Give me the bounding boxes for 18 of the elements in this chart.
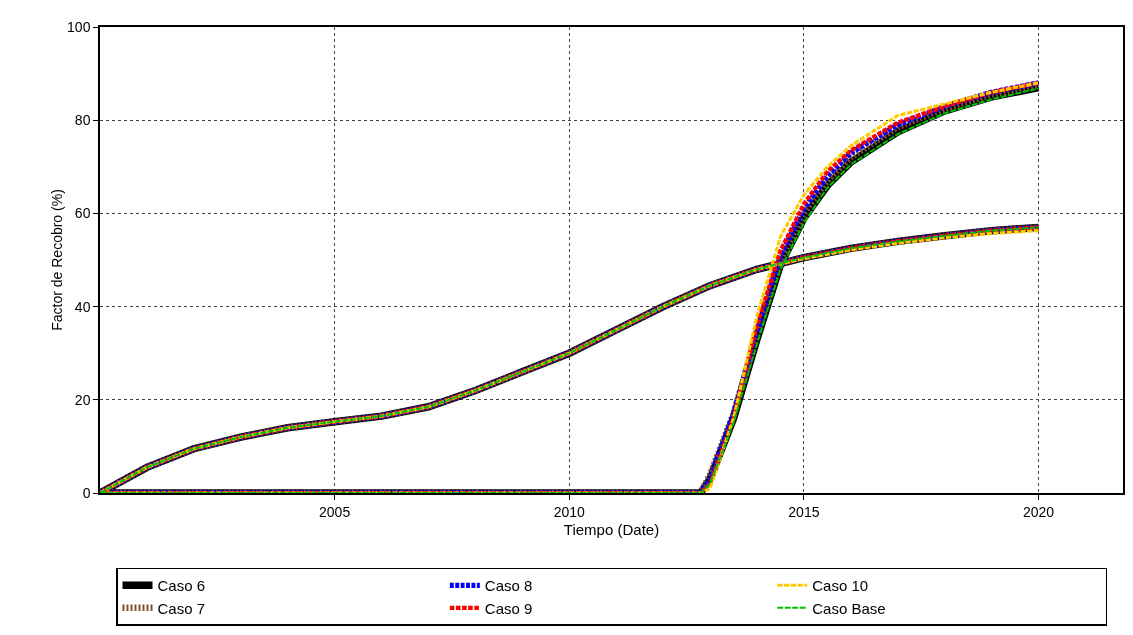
x-axis-title: Tiempo (Date) (563, 521, 660, 539)
y-tick-label: 60 (74, 205, 91, 222)
y-tick-label: 0 (82, 484, 91, 501)
legend-label: Caso 7 (157, 599, 206, 617)
x-tick-label: 2015 (788, 503, 820, 520)
y-tick-label: 80 (74, 112, 91, 129)
x-tick-label: 2020 (1022, 503, 1055, 520)
y-tick-label: 40 (74, 298, 91, 315)
legend-label: Caso 10 (812, 577, 869, 595)
x-tick-label: 2010 (553, 503, 586, 520)
legend-label: Caso 9 (484, 599, 533, 617)
y-tick-label: 100 (67, 18, 91, 35)
y-axis-title: Factor de Recobro (%) (48, 189, 65, 331)
legend-label: Caso 8 (484, 577, 533, 595)
legend-label: Caso Base (812, 599, 886, 617)
y-tick-label: 20 (74, 391, 91, 408)
x-tick-label: 2005 (319, 503, 351, 520)
legend-label: Caso 6 (157, 577, 206, 595)
